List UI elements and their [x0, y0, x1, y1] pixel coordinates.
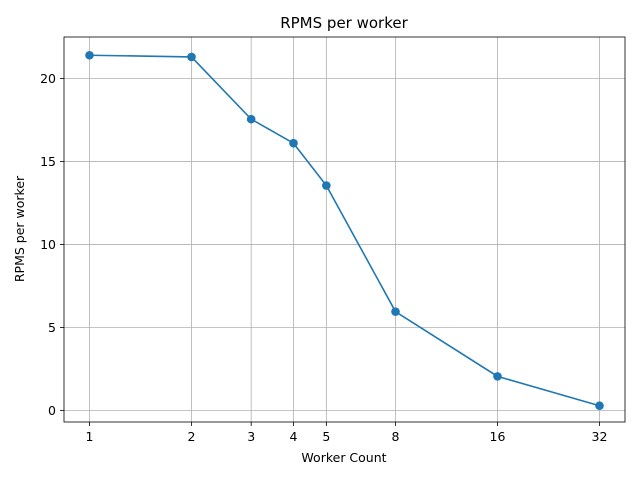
y-tick-label: 10 — [40, 237, 56, 252]
y-tick-label: 20 — [40, 71, 56, 86]
x-tick-label: 3 — [247, 429, 255, 444]
x-tick-label: 2 — [188, 429, 196, 444]
y-tick-label: 0 — [48, 403, 56, 418]
x-tick-label: 1 — [86, 429, 94, 444]
y-axis-label: RPMS per worker — [12, 175, 27, 282]
x-tick-label: 8 — [392, 429, 400, 444]
data-point — [246, 114, 256, 124]
plot-area-frame — [63, 36, 626, 423]
data-point — [85, 50, 94, 60]
x-axis-label: Worker Count — [301, 450, 386, 465]
data-point — [391, 307, 400, 316]
data-point — [322, 181, 331, 190]
series-layer — [85, 50, 604, 411]
x-tick-label: 32 — [592, 429, 608, 444]
data-point — [187, 52, 196, 62]
data-point — [595, 401, 604, 411]
x-tick-label: 16 — [490, 429, 506, 444]
series-line — [89, 54, 600, 407]
y-tick-label: 5 — [48, 320, 56, 335]
data-point — [493, 372, 502, 381]
chart-title: RPMS per worker — [280, 14, 408, 32]
y-axis-ticks: 0 5 10 15 20 — [40, 71, 64, 418]
x-tick-label: 5 — [322, 429, 330, 444]
data-point — [289, 138, 298, 148]
grid — [64, 37, 625, 422]
x-tick-label: 4 — [290, 429, 298, 444]
y-tick-label: 15 — [40, 154, 56, 169]
x-axis-ticks: 1 2 3 4 5 8 16 32 — [86, 422, 608, 444]
